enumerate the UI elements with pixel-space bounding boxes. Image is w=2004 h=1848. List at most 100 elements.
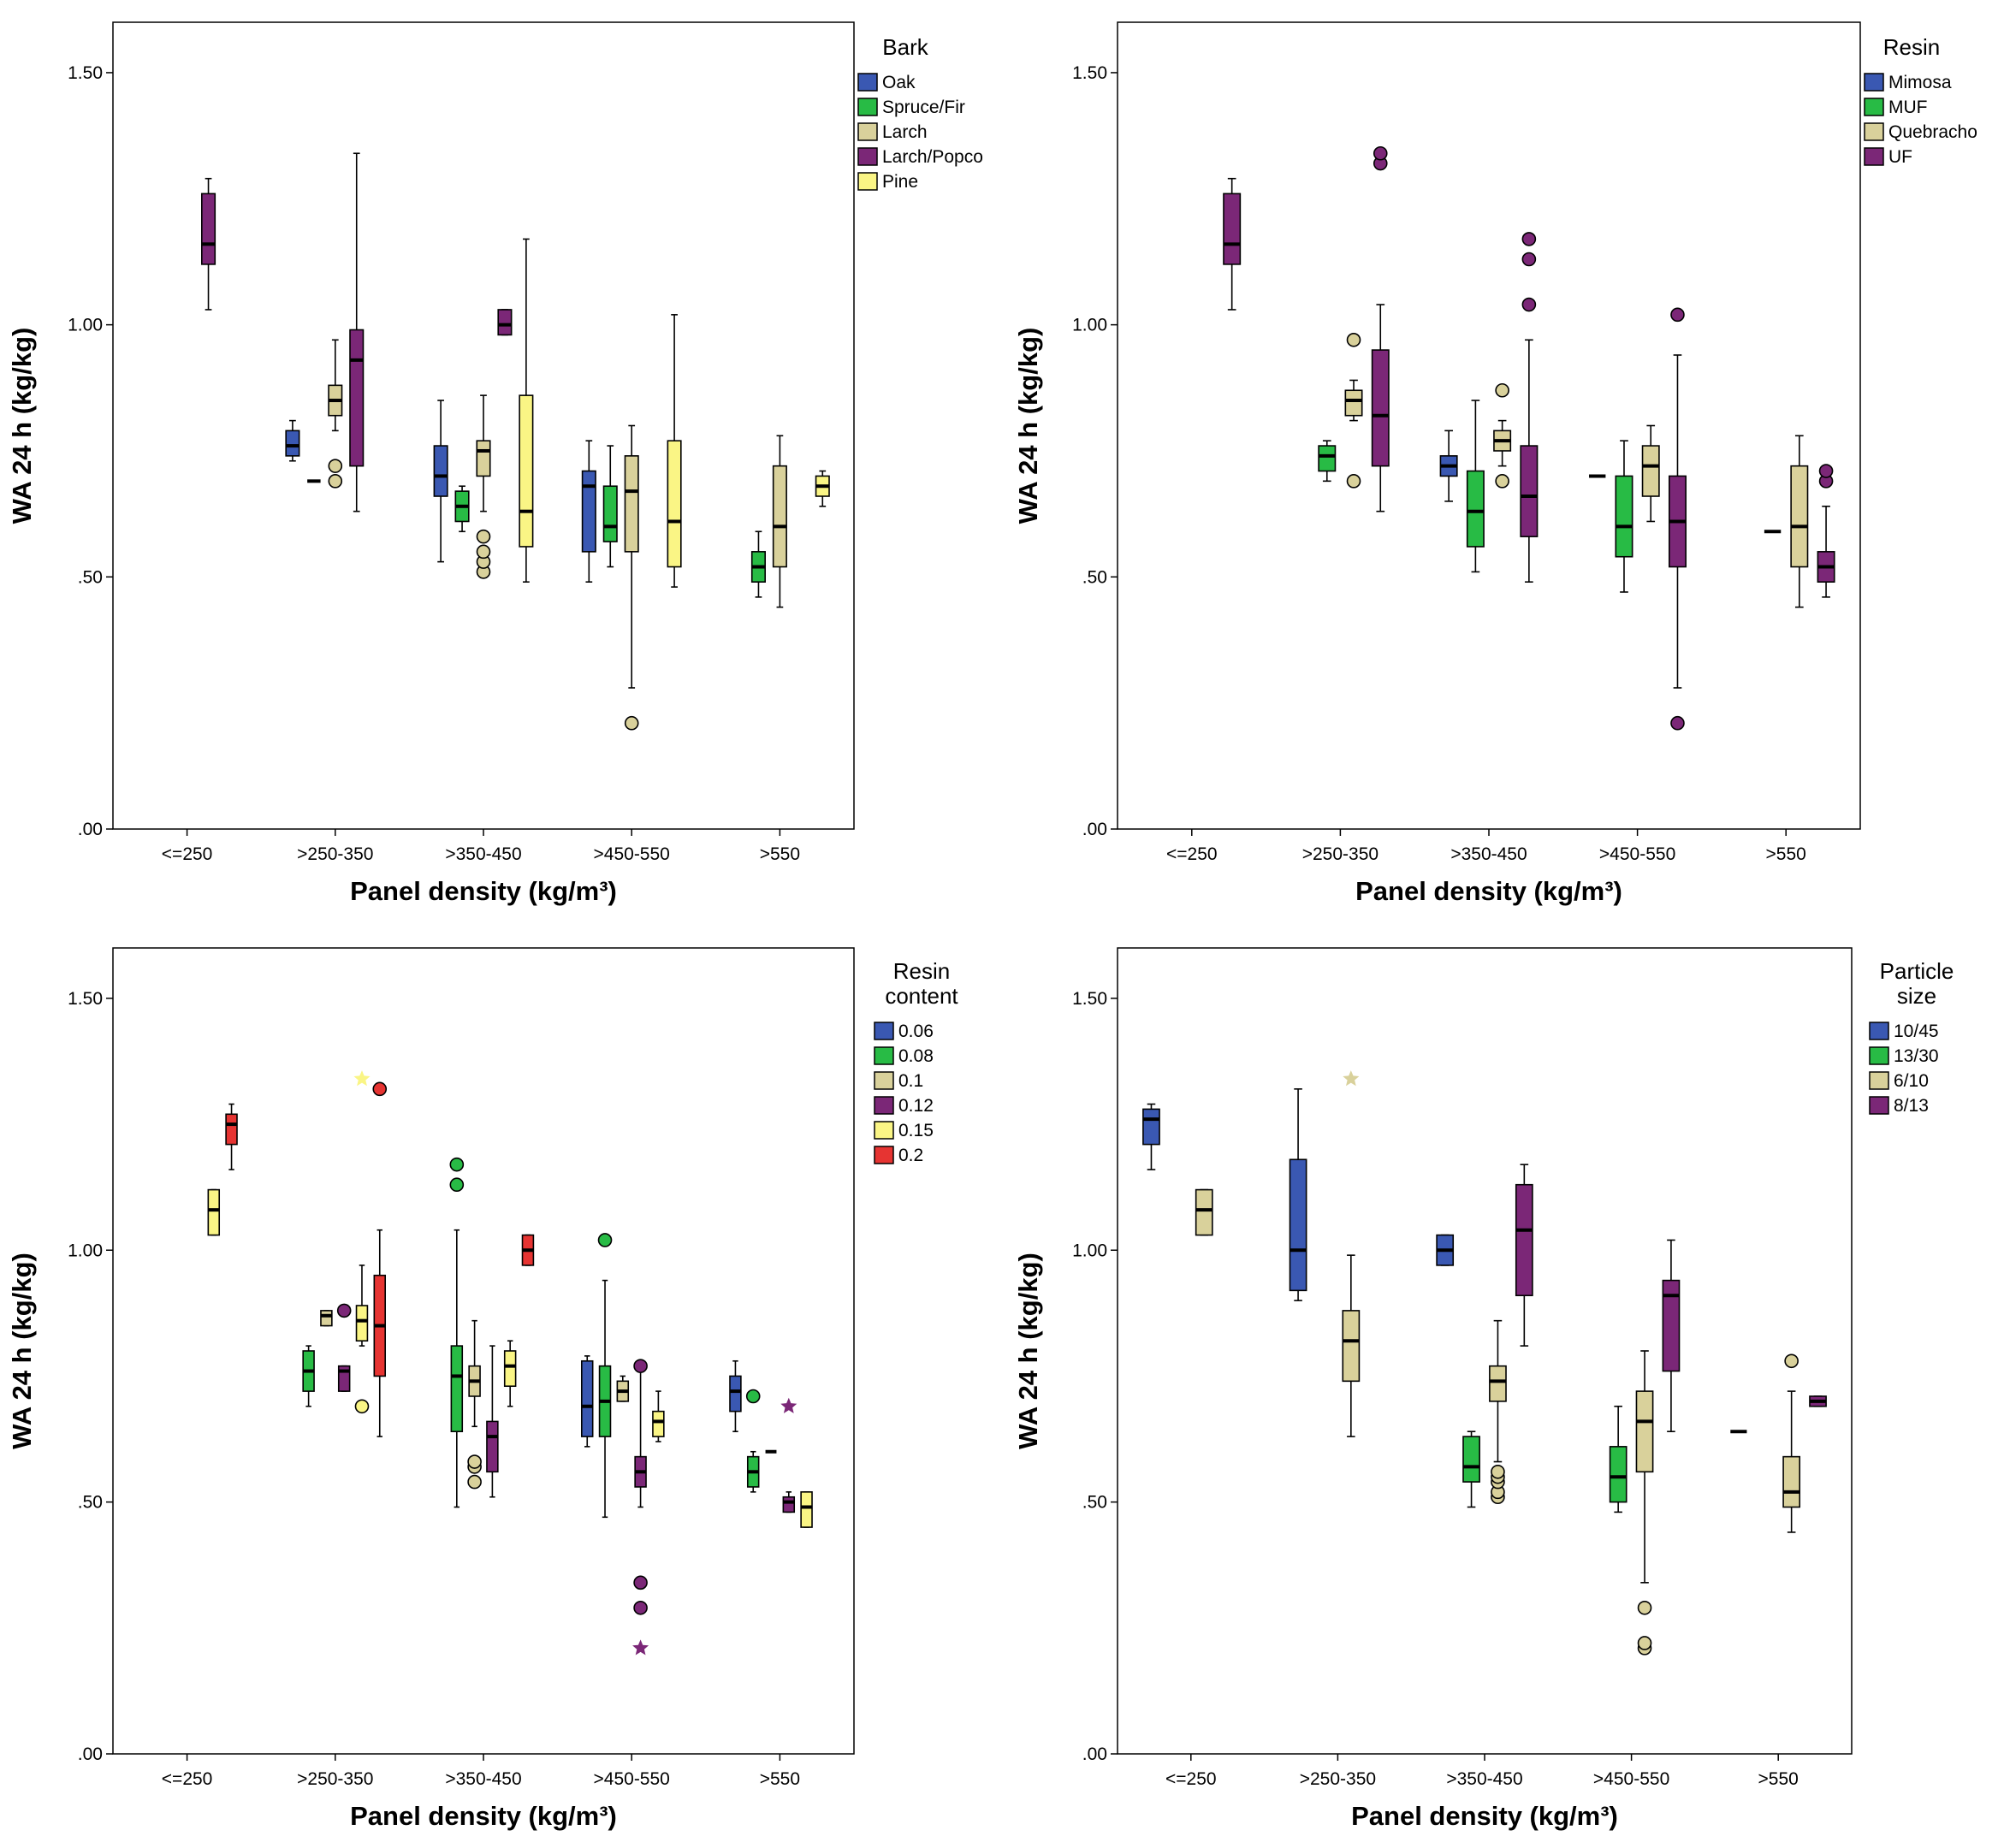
y-axis-title: WA 24 h (kg/kg) xyxy=(7,1253,37,1449)
legend-label: 8/13 xyxy=(1894,1096,1929,1116)
box-group xyxy=(1318,440,1337,483)
box-group xyxy=(1515,1164,1533,1347)
box-group xyxy=(750,530,766,598)
box-group xyxy=(349,152,365,512)
legend-swatch xyxy=(874,1046,894,1065)
box-group xyxy=(1668,307,1687,731)
box xyxy=(486,1420,499,1473)
plot-frame xyxy=(1117,947,1853,1755)
y-tick-label: .50 xyxy=(78,1493,103,1513)
outlier-point xyxy=(336,1303,352,1318)
box xyxy=(1371,349,1390,467)
box-group xyxy=(353,1070,371,1414)
outlier-point xyxy=(476,529,491,544)
x-tick-label: <=250 xyxy=(162,1769,213,1789)
box-group xyxy=(1344,333,1363,489)
box-group xyxy=(225,1103,238,1170)
box xyxy=(729,1375,742,1413)
outlier-point xyxy=(1784,1353,1799,1369)
box-group xyxy=(780,1397,797,1513)
legend-title: Resin xyxy=(1883,34,1940,60)
legend-swatch xyxy=(874,1022,894,1040)
box-group xyxy=(1809,1395,1827,1407)
box xyxy=(320,1310,333,1327)
outlier-point xyxy=(476,544,491,560)
plot-frame xyxy=(1117,21,1861,830)
chart-panel-3: .00 .50 1.00 1.50 <=250 >250-350 >350-450 >450-… xyxy=(7,947,958,1831)
box xyxy=(225,1113,238,1146)
legend-swatch xyxy=(1864,147,1884,166)
y-tick-label: .00 xyxy=(1082,1744,1107,1764)
box-group xyxy=(328,339,343,489)
outlier-point xyxy=(1521,252,1537,267)
box xyxy=(581,470,596,553)
y-tick-label: .50 xyxy=(78,567,103,587)
box xyxy=(476,440,491,477)
outlier-point xyxy=(449,1157,465,1172)
box-group xyxy=(652,1390,665,1442)
box xyxy=(355,1305,369,1342)
x-tick-label: >550 xyxy=(1758,1769,1799,1789)
box xyxy=(602,485,618,542)
box-group xyxy=(745,1389,761,1493)
box xyxy=(1515,1183,1533,1297)
box-group xyxy=(476,394,491,579)
box-group xyxy=(1782,1353,1801,1533)
y-tick-label: .00 xyxy=(78,820,103,839)
box xyxy=(349,329,365,467)
outlier-point xyxy=(467,1474,482,1490)
box xyxy=(433,445,448,497)
y-tick-label: 1.50 xyxy=(1072,989,1107,1009)
box-group xyxy=(1520,232,1539,583)
box-group xyxy=(597,1233,613,1519)
box-group xyxy=(616,1375,630,1402)
x-tick-label: >550 xyxy=(1766,844,1806,864)
outlier-point xyxy=(633,1600,648,1615)
box-group xyxy=(1342,1070,1361,1437)
x-tick-label: >450-550 xyxy=(1599,844,1675,864)
box-group xyxy=(1641,424,1660,523)
outlier-point xyxy=(1495,382,1509,398)
outlier-point xyxy=(1346,474,1361,489)
box-group xyxy=(519,238,534,583)
outlier-point xyxy=(328,474,343,489)
x-tick-label: <=250 xyxy=(162,844,213,864)
legend-swatch xyxy=(1869,1096,1889,1115)
box xyxy=(285,429,300,457)
outlier-point xyxy=(467,1454,482,1469)
box xyxy=(519,394,534,548)
x-axis-title: Panel density (kg/m³) xyxy=(1355,876,1622,906)
box xyxy=(1466,470,1485,548)
box-group xyxy=(624,424,639,731)
box-group xyxy=(632,1359,649,1656)
y-axis-title: WA 24 h (kg/kg) xyxy=(1013,328,1043,524)
outlier-point xyxy=(1491,1465,1505,1479)
box-group xyxy=(201,177,216,311)
box-group xyxy=(372,1081,388,1437)
box-group xyxy=(1662,1239,1681,1432)
y-tick-label: 1.00 xyxy=(68,316,103,335)
box xyxy=(1342,1310,1361,1383)
legend-swatch xyxy=(1869,1022,1889,1040)
legend-swatch xyxy=(857,73,878,92)
y-tick-label: 1.50 xyxy=(68,63,103,83)
box xyxy=(800,1491,813,1528)
legend-swatch xyxy=(857,172,878,191)
box-group xyxy=(336,1303,352,1392)
box-group xyxy=(320,1310,333,1327)
y-tick-label: 1.50 xyxy=(1072,63,1107,83)
outlier-point xyxy=(597,1233,613,1247)
box xyxy=(1195,1188,1213,1236)
legend-title: content xyxy=(885,983,958,1009)
box-group xyxy=(1466,400,1485,573)
box xyxy=(1318,445,1337,472)
box-group xyxy=(1223,177,1242,311)
box xyxy=(782,1496,796,1513)
box xyxy=(1790,465,1809,568)
box xyxy=(1489,1365,1507,1402)
legend-swatch xyxy=(1864,122,1884,141)
x-axis-title: Panel density (kg/m³) xyxy=(350,1801,617,1831)
legend-label: Larch/Popco xyxy=(882,147,983,167)
